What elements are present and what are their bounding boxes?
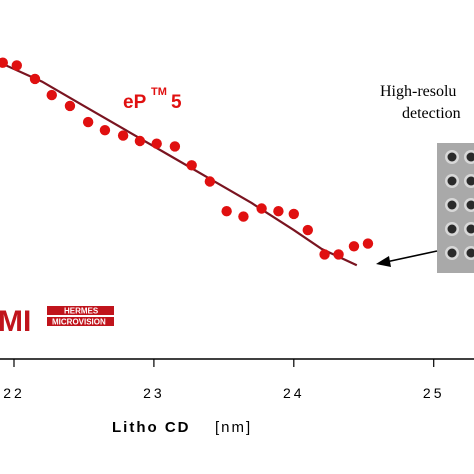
ep-label: eP (123, 92, 147, 113)
data-point (238, 211, 249, 222)
arrow-icon (376, 250, 438, 267)
data-point (82, 116, 94, 128)
data-point (333, 249, 344, 260)
x-tick-label: 22 (3, 385, 25, 401)
x-tick-label: 24 (283, 385, 305, 401)
data-point (348, 241, 360, 252)
data-point (99, 125, 111, 136)
data-point (302, 224, 313, 236)
data-point (204, 176, 216, 187)
ep-num: 5 (171, 92, 182, 113)
note-line-2: detection (402, 105, 461, 122)
x-axis-label: Litho CD (112, 419, 190, 436)
data-point (11, 60, 22, 71)
data-point (134, 135, 146, 147)
hermes-microvision-logo: MI HERMES MICROVISION (0, 305, 114, 338)
data-point (273, 206, 284, 217)
data-point (256, 203, 267, 214)
x-axis-unit: [nm] (215, 419, 252, 436)
data-point (0, 57, 8, 68)
data-point (362, 238, 374, 249)
sem-inset-image (437, 143, 474, 273)
data-point (221, 206, 232, 217)
data-point (186, 160, 197, 171)
x-tick-label: 25 (423, 385, 445, 401)
data-point (117, 130, 129, 141)
data-point (29, 73, 41, 85)
svg-text:MI: MI (0, 305, 31, 338)
svg-text:HERMES: HERMES (64, 307, 99, 316)
note-line-1: High-resolu (380, 83, 456, 100)
x-ticks: 22 23 24 25 (3, 359, 445, 401)
data-point (64, 100, 76, 112)
data-point (319, 249, 330, 260)
data-point (288, 208, 300, 220)
x-tick-label: 23 (143, 385, 165, 401)
ep-tm: TM (151, 86, 167, 98)
data-point (46, 89, 57, 101)
svg-text:MICROVISION: MICROVISION (52, 318, 106, 327)
data-point (169, 141, 181, 152)
data-point (151, 138, 162, 149)
data-points (0, 57, 374, 260)
